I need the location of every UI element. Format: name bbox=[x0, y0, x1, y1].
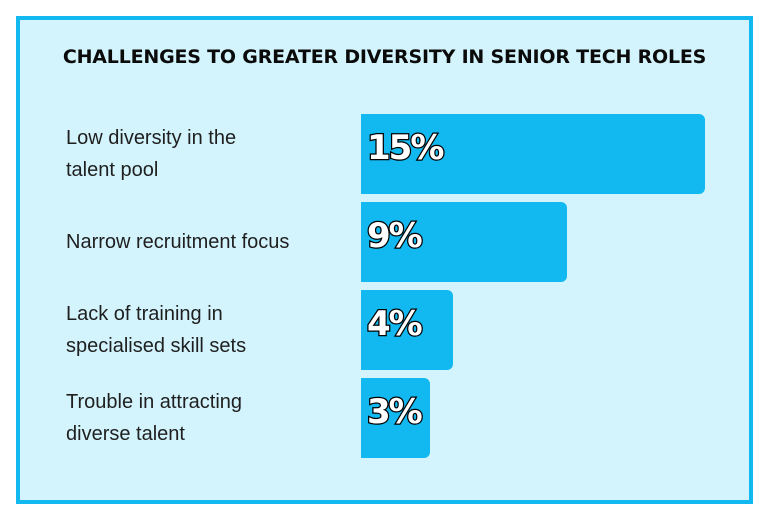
category-label-line: Trouble in attracting bbox=[66, 391, 243, 413]
value-label-2: 9% bbox=[366, 215, 424, 258]
category-label-line: Narrow recruitment focus bbox=[66, 231, 290, 253]
category-label-line: specialised skill sets bbox=[66, 335, 247, 357]
value-label-1: 15% bbox=[366, 127, 446, 170]
bar-3 bbox=[361, 290, 453, 370]
category-label-line: talent pool bbox=[66, 159, 159, 181]
value-label-3: 4% bbox=[366, 303, 424, 346]
category-label-3: Lack of training in specialised skill set… bbox=[66, 290, 356, 370]
bar-4 bbox=[361, 378, 430, 458]
category-label-line: diverse talent bbox=[66, 423, 185, 445]
bar-2 bbox=[361, 202, 567, 282]
category-label-2: Narrow recruitment focus bbox=[66, 202, 356, 282]
category-label-1: Low diversity in the talent pool bbox=[66, 114, 356, 194]
bar-1 bbox=[361, 114, 705, 194]
chart-title: CHALLENGES TO GREATER DIVERSITY IN SENIO… bbox=[62, 46, 707, 68]
category-label-4: Trouble in attracting diverse talent bbox=[66, 378, 356, 458]
category-label-line: Low diversity in the bbox=[66, 127, 237, 149]
value-label-4: 3% bbox=[366, 391, 424, 434]
category-label-line: Lack of training in bbox=[66, 303, 223, 325]
